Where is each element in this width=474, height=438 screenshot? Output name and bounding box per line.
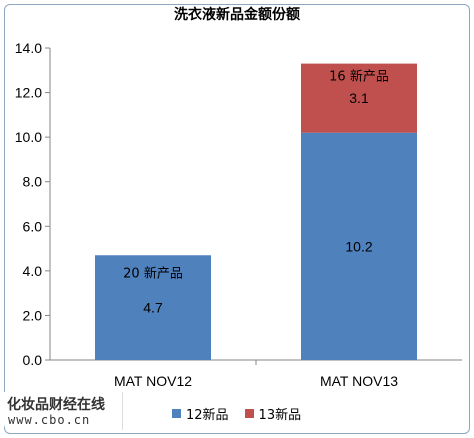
- watermark-brand: 化妆品财经在线: [7, 397, 105, 413]
- legend-item-13: 13新品: [244, 404, 302, 423]
- y-tick-label: 14.0: [15, 40, 42, 56]
- y-tick-label: 6.0: [23, 218, 43, 234]
- chart-title: 洗衣液新品金额份额: [174, 7, 300, 23]
- y-tick-label: 0.0: [23, 352, 43, 368]
- legend-swatch-12: [172, 409, 181, 418]
- legend-item-12: 12新品: [172, 404, 229, 423]
- data-label: 10.2: [345, 238, 372, 254]
- y-tick-label: 4.0: [23, 263, 43, 279]
- annotation-new-products: 20 新产品: [123, 265, 183, 281]
- annotation-new-products: 16 新产品: [329, 69, 389, 85]
- x-tick-label: MAT NOV13: [320, 373, 398, 389]
- data-label: 4.7: [143, 300, 163, 316]
- bar-12-1: [301, 132, 417, 360]
- legend: 12新品 13新品: [172, 404, 301, 423]
- y-tick-label: 12.0: [15, 85, 42, 101]
- data-label: 3.1: [349, 90, 369, 106]
- bar-13-1: [301, 63, 417, 133]
- y-tick-label: 10.0: [15, 129, 42, 145]
- y-tick-label: 8.0: [23, 174, 43, 190]
- legend-label-13: 13新品: [258, 408, 302, 423]
- bar-12-0: [95, 255, 211, 360]
- legend-swatch-13: [244, 409, 254, 418]
- watermark-url: www.cbo.cn: [8, 413, 91, 427]
- watermark-logo: 化妆品财经在线 www.cbo.cn: [4, 392, 123, 430]
- x-tick-label: MAT NOV12: [114, 373, 192, 389]
- y-tick-label: 2.0: [23, 307, 43, 323]
- legend-label-12: 12新品: [186, 408, 229, 423]
